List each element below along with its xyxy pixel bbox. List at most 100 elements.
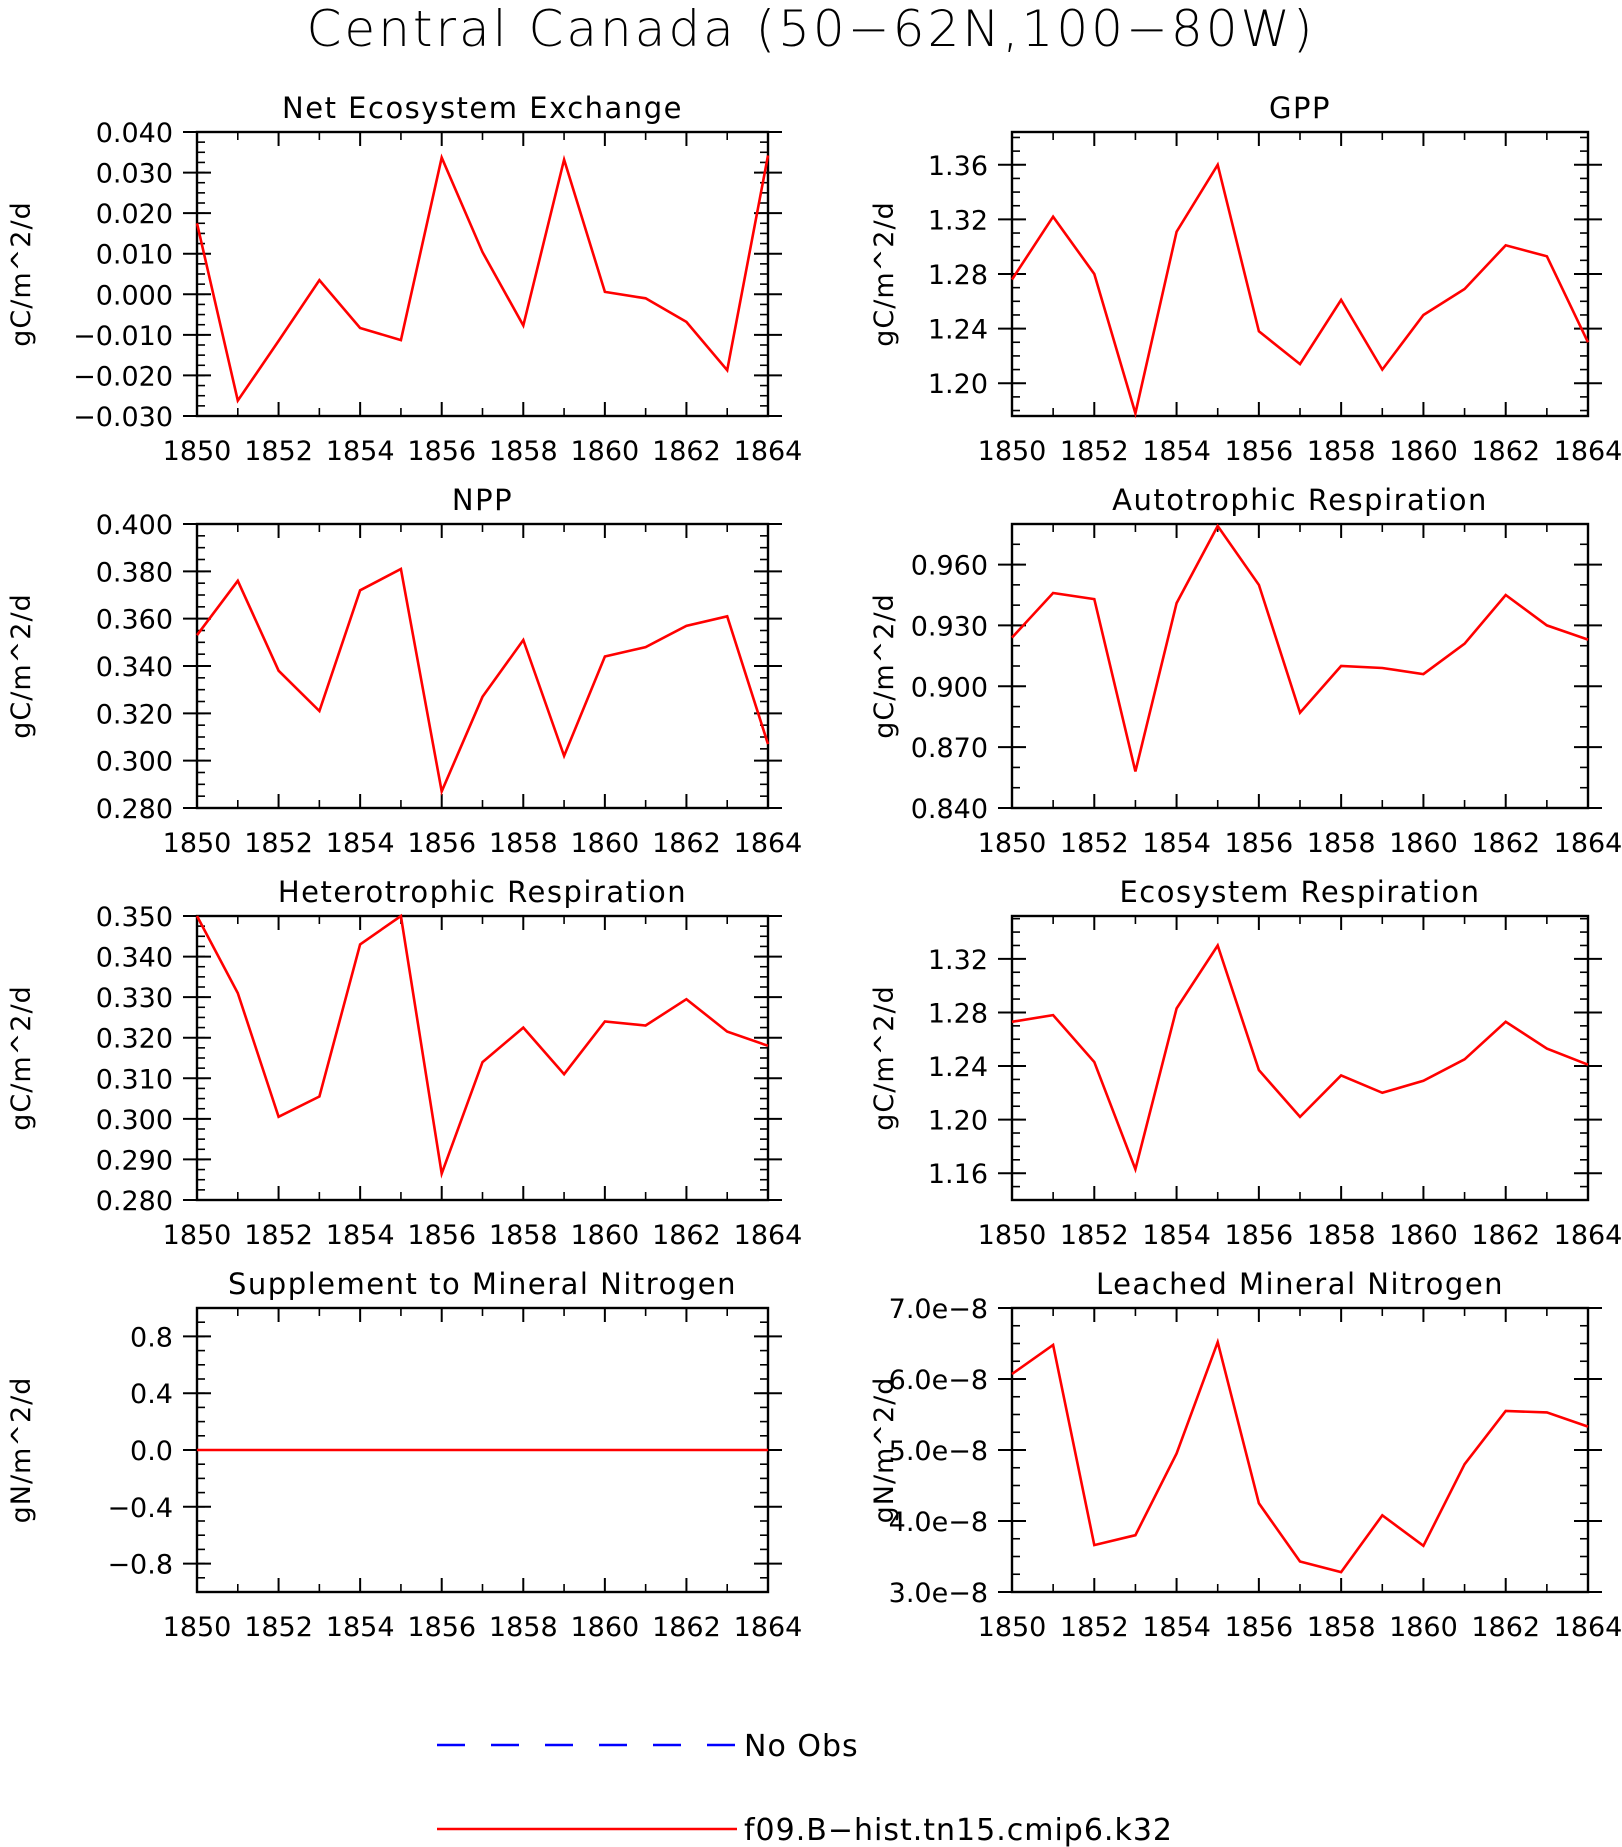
y-tick-label: 7.0e−8 (889, 1294, 988, 1325)
y-tick-label: 6.0e−8 (889, 1365, 988, 1396)
x-tick-label: 1860 (570, 1220, 639, 1251)
series-line (195, 153, 770, 404)
x-tick-label: 1854 (1142, 1612, 1211, 1643)
plot-frame (1010, 914, 1590, 1202)
x-tick-label: 1860 (1389, 1220, 1458, 1251)
x-tick-label: 1856 (1224, 1220, 1293, 1251)
panel-title: Supplement to Mineral Nitrogen (228, 1267, 737, 1301)
y-tick-label: 1.32 (928, 205, 988, 236)
y-tick-label: 0.960 (911, 551, 988, 582)
x-tick-label: 1864 (1554, 436, 1622, 467)
panel-title: Leached Mineral Nitrogen (1096, 1267, 1504, 1301)
y-tick-label: 1.28 (928, 998, 988, 1029)
legend: No Obs f09.B−hist.tn15.cmip6.k32 (437, 1729, 1172, 1847)
plot-frame (1010, 1306, 1590, 1594)
y-tick-label: 4.0e−8 (889, 1507, 988, 1538)
y-tick-label: 0.4 (130, 1379, 173, 1410)
x-tick-label: 1862 (1471, 1612, 1540, 1643)
y-tick-label: 0.400 (96, 510, 173, 541)
x-tick-label: 1852 (1060, 1220, 1129, 1251)
x-tick-label: 1860 (1389, 436, 1458, 467)
y-tick-label: 0.340 (96, 652, 173, 683)
y-tick-label: 1.24 (928, 315, 988, 346)
y-tick-label: 0.900 (911, 672, 988, 703)
x-tick-label: 1864 (1554, 1220, 1622, 1251)
y-tick-label: 0.380 (96, 557, 173, 588)
panel-title: Autotrophic Respiration (1112, 483, 1488, 517)
x-tick-label: 1858 (489, 1612, 558, 1643)
y-tick-label: 0.340 (96, 943, 173, 974)
panel-8: Leached Mineral Nitrogen gN/m^2/d 1850 1852… (869, 1267, 1622, 1643)
x-tick-label: 1854 (326, 1220, 395, 1251)
x-tick-label: 1850 (978, 828, 1047, 859)
x-tick-label: 1850 (163, 1612, 232, 1643)
x-tick-label: 1850 (978, 1612, 1047, 1643)
panel-2: GPP gC/m^2/d 1850 1852 1854 1856 1858 1860 1862 1… (869, 91, 1622, 467)
y-axis-label: gN/m^2/d (869, 1377, 900, 1524)
y-tick-label: 0.030 (96, 159, 173, 190)
x-tick-label: 1850 (978, 1220, 1047, 1251)
y-tick-label: 0.0 (130, 1436, 173, 1467)
y-tick-label: 0.000 (96, 280, 173, 311)
x-tick-label: 1862 (652, 436, 721, 467)
x-tick-label: 1852 (244, 1220, 313, 1251)
y-axis-label: gC/m^2/d (6, 201, 37, 346)
x-tick-label: 1860 (570, 436, 639, 467)
x-tick-label: 1852 (244, 436, 313, 467)
y-tick-label: 1.20 (928, 369, 988, 400)
y-axis-label: gC/m^2/d (869, 593, 900, 738)
x-tick-label: 1852 (244, 828, 313, 859)
y-tick-label: 0.300 (96, 747, 173, 778)
x-tick-label: 1856 (1224, 1612, 1293, 1643)
y-tick-label: 3.0e−8 (889, 1578, 988, 1609)
y-tick-label: 0.840 (911, 794, 988, 825)
x-tick-label: 1862 (652, 1612, 721, 1643)
y-tick-label: 0.350 (96, 902, 173, 933)
y-axis-label: gC/m^2/d (6, 985, 37, 1130)
panel-5: Heterotrophic Respiration gC/m^2/d 1850 185… (6, 875, 802, 1251)
x-tick-label: 1850 (163, 436, 232, 467)
x-tick-label: 1860 (1389, 1612, 1458, 1643)
y-axis-label: gC/m^2/d (869, 201, 900, 346)
x-tick-label: 1858 (1307, 1612, 1376, 1643)
y-tick-label: 0.320 (96, 1024, 173, 1055)
x-tick-label: 1856 (1224, 436, 1293, 467)
y-axis-label: gC/m^2/d (869, 985, 900, 1130)
y-axis-label: gC/m^2/d (6, 593, 37, 738)
plot-frame (1010, 130, 1590, 418)
x-tick-label: 1850 (163, 1220, 232, 1251)
y-tick-label: 0.020 (96, 199, 173, 230)
y-tick-label: 0.310 (96, 1064, 173, 1095)
legend-label-no-obs: No Obs (744, 1729, 859, 1764)
x-tick-label: 1856 (407, 1220, 476, 1251)
x-tick-label: 1854 (1142, 436, 1211, 467)
y-tick-label: −0.4 (107, 1493, 173, 1524)
x-tick-label: 1864 (734, 436, 803, 467)
plot-frame (1010, 522, 1590, 810)
panel-title: NPP (452, 483, 513, 517)
y-axis-label: gN/m^2/d (6, 1377, 37, 1524)
x-tick-label: 1856 (1224, 828, 1293, 859)
panel-title: Net Ecosystem Exchange (282, 91, 683, 125)
x-tick-label: 1852 (1060, 828, 1129, 859)
panel-7: Supplement to Mineral Nitrogen gN/m^2/d 18… (6, 1267, 802, 1643)
series-line (195, 567, 770, 796)
series-line (1010, 161, 1590, 419)
x-tick-label: 1856 (407, 436, 476, 467)
x-tick-label: 1862 (1471, 436, 1540, 467)
y-tick-label: −0.030 (73, 402, 173, 433)
y-tick-label: 0.330 (96, 983, 173, 1014)
panel-title: Ecosystem Respiration (1119, 875, 1480, 909)
x-tick-label: 1852 (1060, 1612, 1129, 1643)
x-tick-label: 1854 (326, 436, 395, 467)
x-tick-label: 1850 (978, 436, 1047, 467)
y-tick-label: 0.360 (96, 605, 173, 636)
series-line (1011, 942, 1589, 1174)
plot-frame (195, 522, 770, 810)
y-tick-label: 0.870 (911, 733, 988, 764)
x-tick-label: 1858 (489, 828, 558, 859)
x-tick-label: 1862 (1471, 1220, 1540, 1251)
panel-6: Ecosystem Respiration gC/m^2/d 1850 1852 185… (869, 875, 1622, 1251)
y-tick-label: −0.020 (73, 361, 173, 392)
